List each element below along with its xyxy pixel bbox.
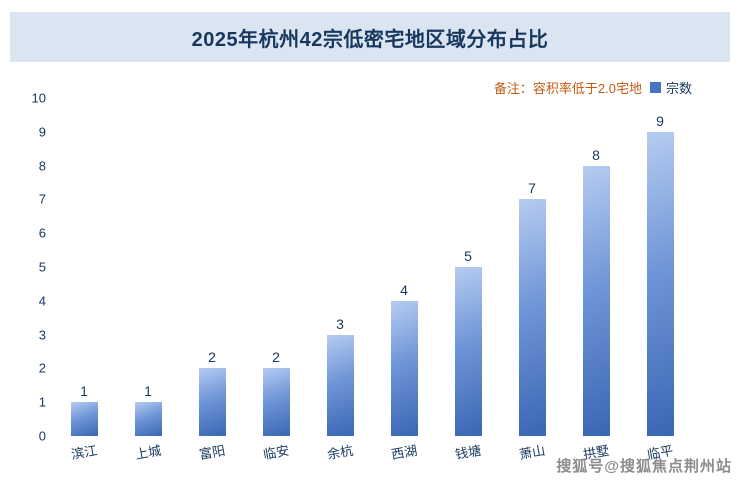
x-axis-label: 萧山: [518, 442, 547, 463]
legend-swatch-icon: [649, 82, 661, 93]
bar-column: 2: [244, 98, 308, 436]
bar-value-label: 1: [80, 383, 88, 400]
note-text: 备注：容积率低于2.0宅地: [493, 81, 642, 96]
bar-value-label: 5: [464, 248, 472, 264]
bar: [326, 334, 354, 436]
bar-column: 3: [308, 98, 372, 436]
y-tick-label: 3: [38, 327, 46, 343]
y-tick-label: 2: [38, 360, 46, 376]
bar: [582, 165, 610, 436]
note-legend-row: 备注：容积率低于2.0宅地 宗数: [494, 78, 692, 97]
bar: [454, 267, 482, 436]
bar-value-label: 9: [656, 112, 664, 129]
y-tick-label: 7: [38, 191, 46, 207]
bar-column: 1: [116, 98, 180, 436]
x-axis-label: 富阳: [198, 442, 227, 463]
y-tick-label: 8: [38, 158, 46, 174]
bar-column: 8: [564, 98, 628, 436]
bar-value-label: 7: [528, 180, 536, 197]
bar-value-label: 2: [272, 349, 280, 366]
bar: [390, 300, 418, 436]
bar-value-label: 4: [400, 281, 408, 298]
x-axis-label: 余杭: [326, 442, 355, 463]
bar: [70, 402, 98, 436]
bar-column: 5: [436, 98, 500, 436]
y-axis: 0 1 2 3 4 5 6 7 8 9 10: [16, 91, 46, 444]
legend: 宗数: [649, 78, 692, 97]
chart-title: 2025年杭州42宗低密宅地区域分布占比: [191, 28, 549, 51]
bar: [518, 199, 546, 436]
y-tick-label: 4: [38, 293, 46, 309]
bar-column: 2: [180, 98, 244, 436]
y-tick-label: 5: [38, 259, 46, 275]
legend-series-label: 宗数: [665, 81, 692, 96]
bar: [134, 402, 162, 436]
x-axis-label: 钱塘: [454, 442, 483, 463]
y-tick-label: 9: [38, 124, 46, 140]
bar-column: 1: [52, 98, 116, 436]
bar: [262, 368, 290, 436]
x-axis-label: 上城: [134, 442, 163, 463]
bar-value-label: 1: [144, 383, 152, 400]
bar-value-label: 2: [208, 349, 216, 366]
bar-column: 7: [500, 98, 564, 436]
plot-area: 1 1 2 2 3 4 5 7 8 9: [52, 98, 692, 436]
y-tick-label: 1: [38, 394, 46, 410]
bar-column: 4: [372, 98, 436, 436]
bar: [646, 131, 674, 436]
y-tick-label: 6: [38, 225, 46, 241]
x-axis-label: 临安: [262, 442, 291, 463]
bar-column: 9: [628, 98, 692, 436]
x-axis-label: 西湖: [390, 442, 419, 463]
bar-value-label: 3: [336, 315, 344, 332]
title-bar: 2025年杭州42宗低密宅地区域分布占比: [10, 12, 730, 62]
bar: [198, 368, 226, 436]
bar-value-label: 8: [592, 146, 600, 163]
watermark: 搜狐号@搜狐焦点荆州站: [556, 458, 732, 475]
x-axis-label: 滨江: [70, 442, 99, 463]
y-tick-label: 0: [38, 428, 46, 444]
y-tick-label: 10: [31, 90, 46, 106]
